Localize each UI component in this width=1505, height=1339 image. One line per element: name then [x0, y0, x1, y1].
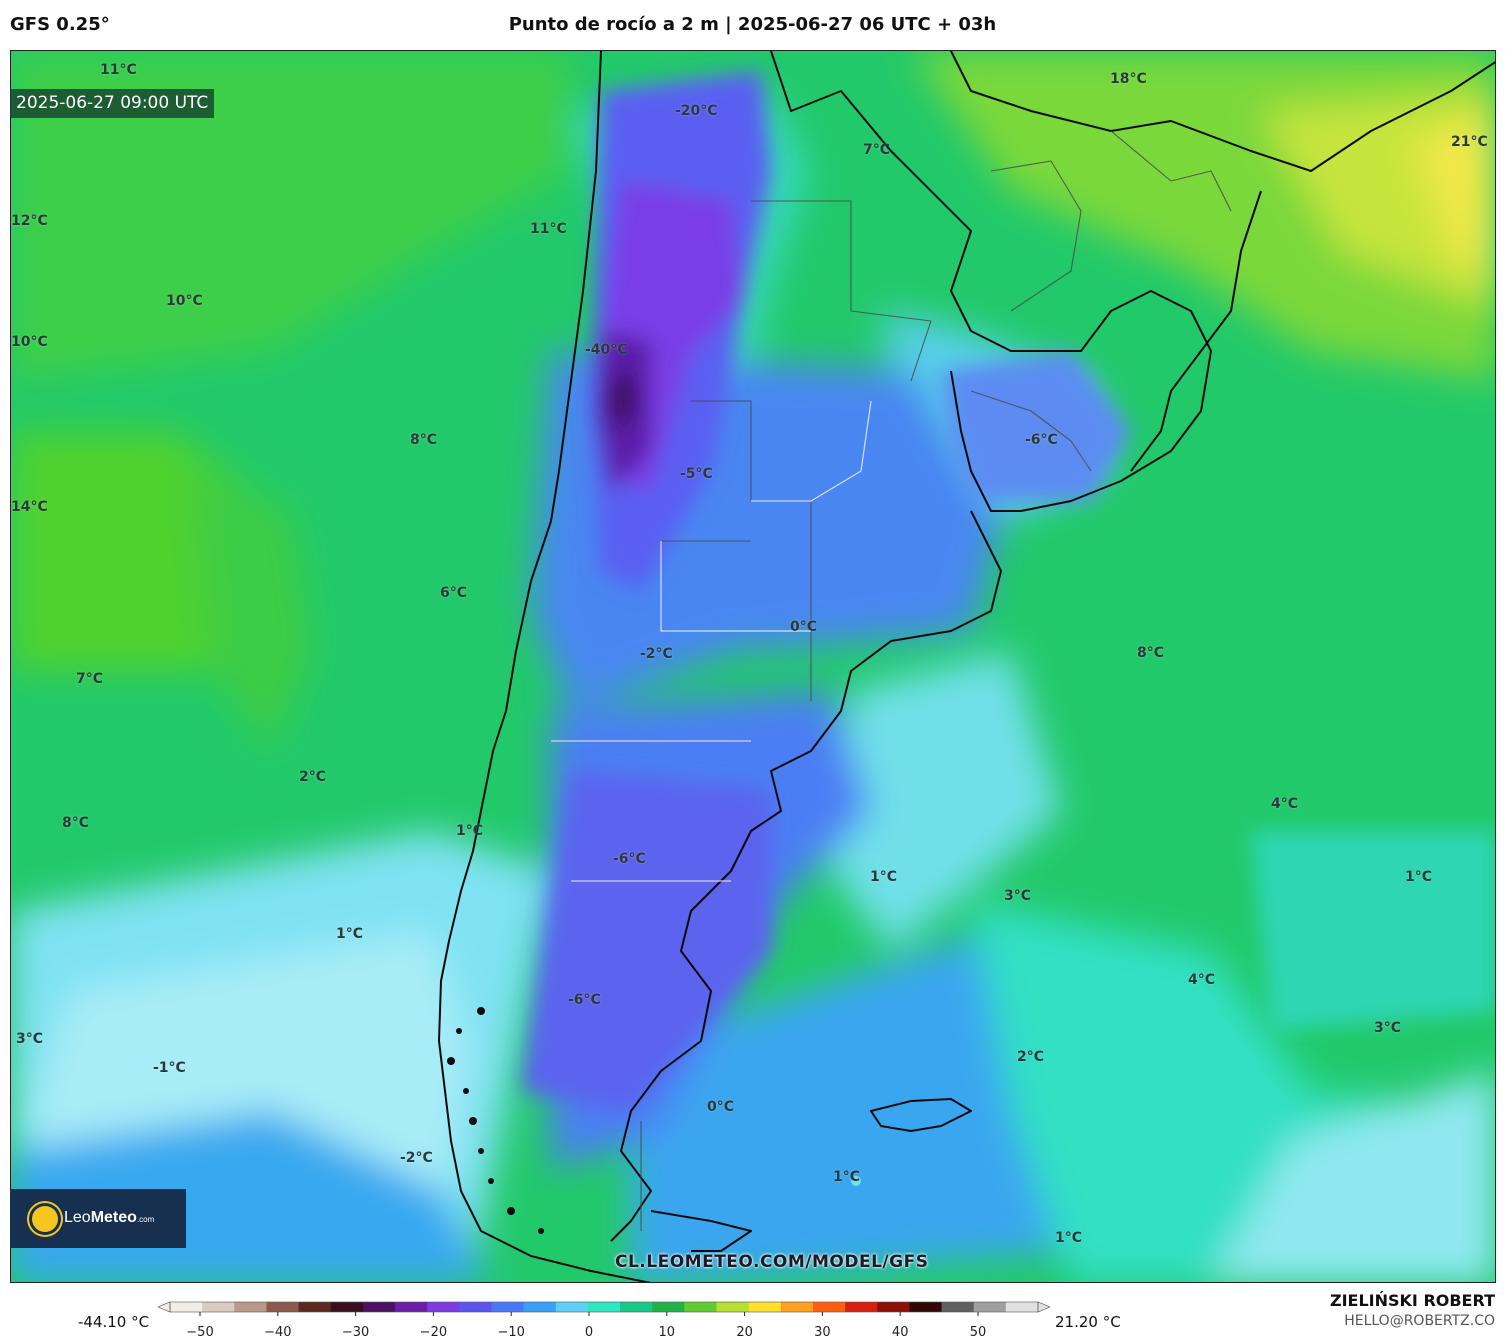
colorbar-swatch	[330, 1302, 364, 1312]
colorbar-swatch	[845, 1302, 878, 1312]
isotherm-label: 4°C	[1271, 796, 1299, 812]
colorbar-swatch	[491, 1302, 525, 1312]
isotherm-label: -5°C	[680, 466, 713, 482]
colorbar-swatch	[652, 1302, 685, 1312]
colorbar-tick-label: −10	[497, 1325, 524, 1338]
isotherm-label: 12°C	[11, 213, 48, 229]
colorbar-swatch	[941, 1302, 975, 1312]
isotherm-label: -2°C	[640, 646, 673, 662]
isotherm-label: 8°C	[62, 815, 90, 831]
isotherm-label: 1°C	[336, 926, 364, 942]
colorbar-tick-label: −40	[264, 1325, 291, 1338]
model-name: GFS 0.25°	[10, 14, 110, 35]
isotherm-label: 8°C	[410, 432, 438, 448]
isotherm-label: -6°C	[613, 851, 646, 867]
colorbar-swatch	[170, 1302, 203, 1312]
isotherm-label: 1°C	[1055, 1230, 1083, 1246]
isotherm-label: 2°C	[1017, 1049, 1045, 1065]
isotherm-label: 18°C	[1110, 71, 1147, 87]
map-canvas	[11, 51, 1495, 1282]
colorbar-extend-min	[158, 1301, 171, 1313]
isotherm-label: 1°C	[870, 869, 898, 885]
colorbar-swatch	[748, 1302, 782, 1312]
isotherm-label: -40°C	[585, 342, 628, 358]
valid-time-badge: 2025-06-27 09:00 UTC	[10, 89, 215, 118]
colorbar-swatch	[234, 1302, 267, 1312]
isotherm-label: 1°C	[456, 823, 484, 839]
colorbar-swatch	[266, 1302, 300, 1312]
colorbar-tick-label: −30	[342, 1325, 369, 1338]
isotherm-label: 11°C	[530, 221, 567, 237]
isotherm-label: 3°C	[16, 1031, 44, 1047]
colorbar-swatch	[459, 1302, 492, 1312]
colorbar-swatch	[1005, 1302, 1039, 1312]
isotherm-label: -2°C	[400, 1150, 433, 1166]
colorbar-tick-label: 10	[659, 1325, 676, 1338]
map-title: Punto de rocío a 2 m | 2025-06-27 06 UTC…	[508, 14, 997, 35]
isotherm-label: 10°C	[166, 293, 203, 309]
isotherm-label: 0°C	[707, 1099, 735, 1115]
colorbar-swatch	[427, 1302, 460, 1312]
colorbar-tick-label: 50	[970, 1325, 987, 1338]
colorbar-swatch	[780, 1302, 814, 1312]
author-name: ZIELIŃSKI ROBERT	[1329, 1291, 1495, 1310]
colorbar-swatch	[684, 1302, 718, 1312]
colorbar-swatch	[395, 1302, 428, 1312]
leometeo-logo[interactable]: LeoMeteo.com	[10, 1189, 186, 1248]
isotherm-label: 6°C	[440, 585, 468, 601]
author-email[interactable]: HELLO@ROBERTZ.CO	[1344, 1313, 1495, 1329]
colorbar-swatch	[587, 1302, 621, 1312]
isotherm-label: 7°C	[863, 142, 891, 158]
isotherm-label: -6°C	[568, 992, 601, 1008]
colorbar-min-label: -44.10 °C	[78, 1313, 150, 1331]
colorbar-extend-max	[1037, 1301, 1050, 1313]
isotherm-label: 14°C	[11, 499, 48, 515]
isotherm-label: 1°C	[1405, 869, 1433, 885]
colorbar-tick-label: 40	[892, 1325, 909, 1338]
colorbar: −50 −40 −30 −20 −10 0 10 20 30 40 50	[158, 1301, 1050, 1338]
dewpoint-map[interactable]	[10, 50, 1496, 1283]
isotherm-label: 21°C	[1451, 134, 1488, 150]
isotherm-label: 8°C	[1137, 645, 1165, 661]
logo-wordmark: LeoMeteo.com	[64, 1209, 155, 1226]
isotherm-label: -6°C	[1025, 432, 1058, 448]
isotherm-label: 2°C	[299, 769, 327, 785]
colorbar-frame	[169, 1301, 1039, 1313]
isotherm-label: 7°C	[76, 671, 104, 687]
colorbar-swatch	[973, 1302, 1007, 1312]
colorbar-tick-label: 20	[736, 1325, 753, 1338]
colorbar-ticks: −50 −40 −30 −20 −10 0 10 20 30 40 50	[186, 1312, 986, 1338]
colorbar-swatch	[620, 1302, 653, 1312]
colorbar-tick-label: 0	[585, 1325, 593, 1338]
colorbar-tick-label: −20	[420, 1325, 447, 1338]
source-watermark: CL.LEOMETEO.COM/MODEL/GFS	[615, 1252, 929, 1272]
isotherm-label: 3°C	[1004, 888, 1032, 904]
colorbar-swatch	[362, 1302, 396, 1312]
colorbar-swatch	[202, 1302, 235, 1312]
colorbar-swatches	[158, 1301, 1050, 1313]
colorbar-swatch	[877, 1302, 910, 1312]
isotherm-label: 0°C	[790, 619, 818, 635]
colorbar-tick-label: 30	[814, 1325, 831, 1338]
isotherm-label: 10°C	[11, 334, 48, 350]
colorbar-swatch	[812, 1302, 846, 1312]
isotherm-label: 1°C	[833, 1169, 861, 1185]
isotherm-label: 3°C	[1374, 1020, 1402, 1036]
colorbar-swatch	[716, 1302, 750, 1312]
isotherm-label: 11°C	[100, 62, 137, 78]
colorbar-swatch	[523, 1302, 557, 1312]
colorbar-tick-label: −50	[186, 1325, 213, 1338]
isotherm-label: 4°C	[1188, 972, 1216, 988]
isotherm-label: -1°C	[153, 1060, 186, 1076]
colorbar-swatch	[909, 1302, 943, 1312]
colorbar-swatch	[298, 1302, 332, 1312]
colorbar-swatch	[555, 1302, 589, 1312]
sun-icon	[32, 1206, 58, 1232]
colorbar-max-label: 21.20 °C	[1055, 1313, 1121, 1331]
isotherm-label: -20°C	[675, 103, 718, 119]
